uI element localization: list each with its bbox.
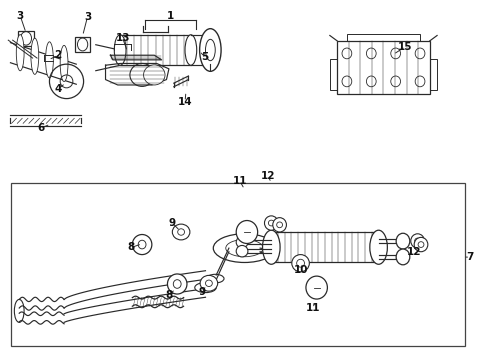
Text: 5: 5 [201,52,208,62]
Text: 8: 8 [165,291,172,301]
Text: 7: 7 [466,252,473,262]
Text: 2: 2 [55,50,61,60]
Ellipse shape [199,29,221,71]
Ellipse shape [413,237,427,252]
Ellipse shape [291,255,309,272]
Ellipse shape [31,38,39,75]
Bar [346,34,419,41]
Ellipse shape [184,35,196,65]
Ellipse shape [236,246,247,257]
Bar [271,232,378,262]
Ellipse shape [132,234,152,255]
Bar [120,35,190,65]
Text: 13: 13 [115,33,130,43]
Ellipse shape [60,45,68,81]
Ellipse shape [262,230,280,264]
Text: 12: 12 [406,247,421,257]
Ellipse shape [236,237,247,248]
Ellipse shape [16,35,24,71]
Ellipse shape [206,274,224,283]
Ellipse shape [114,35,126,65]
Bar [429,59,436,90]
Text: 1: 1 [166,11,174,21]
Text: 9: 9 [168,218,176,228]
Ellipse shape [172,224,189,240]
Ellipse shape [272,218,286,232]
Ellipse shape [213,234,275,262]
Ellipse shape [264,216,278,230]
Bar [336,41,429,94]
Ellipse shape [194,283,216,293]
Text: 14: 14 [177,97,192,107]
Ellipse shape [395,233,409,249]
Text: 9: 9 [198,287,205,297]
Text: 11: 11 [305,303,319,314]
Text: 6: 6 [37,123,44,133]
Ellipse shape [236,221,257,243]
Text: 12: 12 [260,171,275,181]
Ellipse shape [369,230,386,264]
Text: 3: 3 [17,11,24,21]
Ellipse shape [410,234,424,248]
Ellipse shape [14,300,24,322]
Text: 4: 4 [55,84,62,94]
Ellipse shape [143,65,164,85]
Ellipse shape [45,42,53,78]
Bar [329,59,336,90]
Bar [18,31,34,46]
Text: 11: 11 [232,176,246,186]
Text: 15: 15 [397,42,412,51]
Text: 3: 3 [84,12,91,22]
Bar [11,183,464,346]
Ellipse shape [395,249,409,265]
Ellipse shape [200,275,217,291]
Bar [75,37,90,51]
Ellipse shape [167,274,186,294]
Text: 8: 8 [127,242,135,252]
Text: 10: 10 [293,265,307,275]
Ellipse shape [305,276,327,299]
